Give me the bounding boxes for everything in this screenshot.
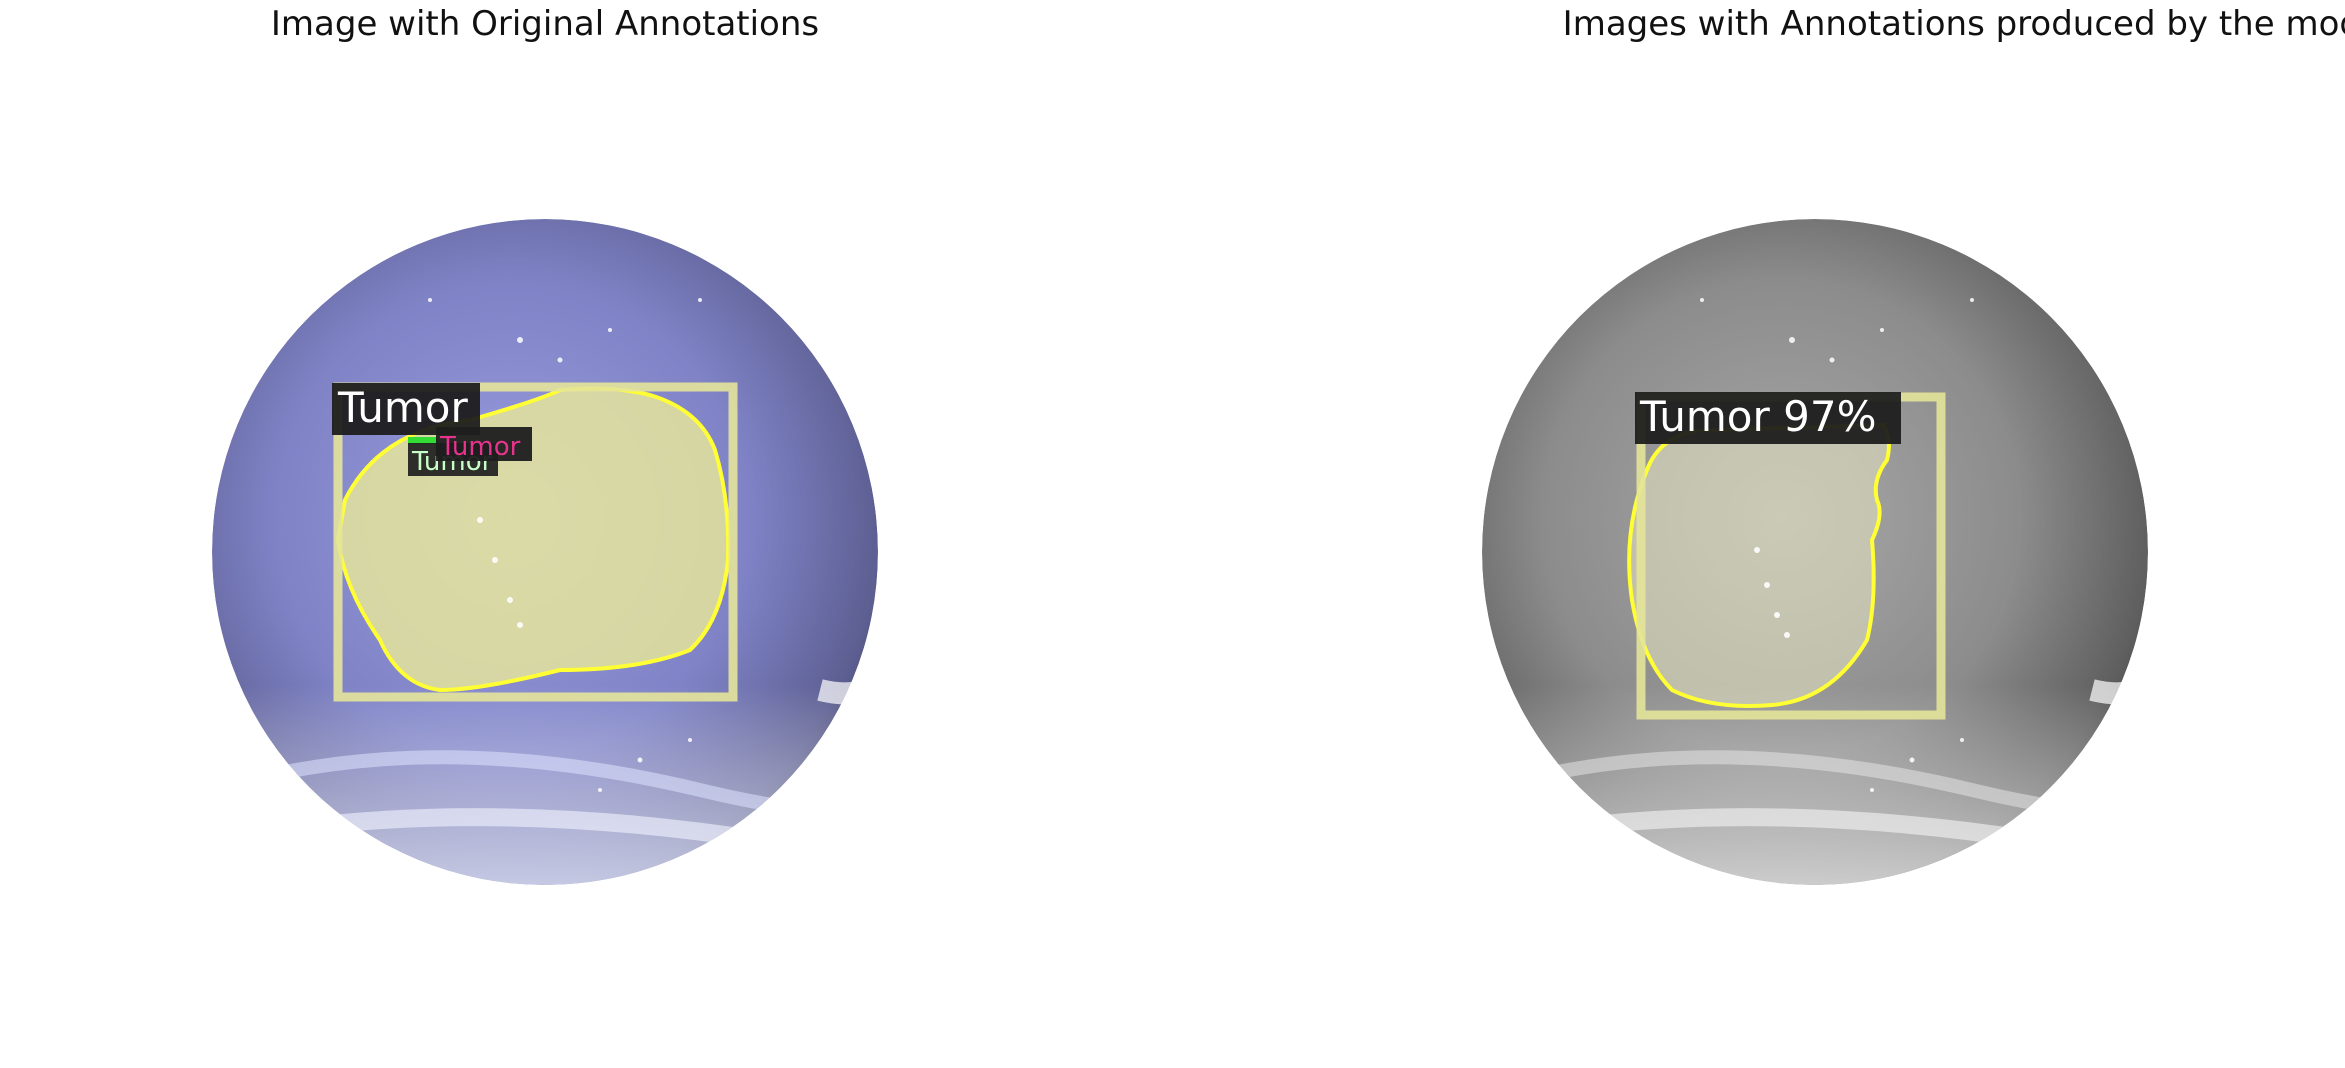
tumor-label-3-text: Tumor xyxy=(439,432,521,462)
original-annotation-image: Tumor Tumor Tumor xyxy=(212,219,878,885)
model-annotation-image: Tumor 97% xyxy=(1482,219,2148,885)
model-annotations-panel: Images with Annotations produced by the … xyxy=(1172,0,2345,1068)
right-panel-title: Images with Annotations produced by the … xyxy=(1562,4,2345,44)
tumor-prediction-label: Tumor 97% xyxy=(1635,392,1901,444)
tumor-label-3: Tumor xyxy=(436,427,532,462)
left-panel-title: Image with Original Annotations xyxy=(270,4,820,44)
tumor-label-1: Tumor xyxy=(332,383,480,435)
tumor-mask-predicted xyxy=(1627,422,1891,708)
tumor-bbox-original xyxy=(333,382,738,702)
tumor-label-1-text: Tumor xyxy=(337,383,469,432)
green-annotation-marker xyxy=(408,437,438,444)
tumor-prediction-label-text: Tumor 97% xyxy=(1639,392,1876,441)
original-annotations-panel: Image with Original Annotations xyxy=(0,0,1172,1068)
